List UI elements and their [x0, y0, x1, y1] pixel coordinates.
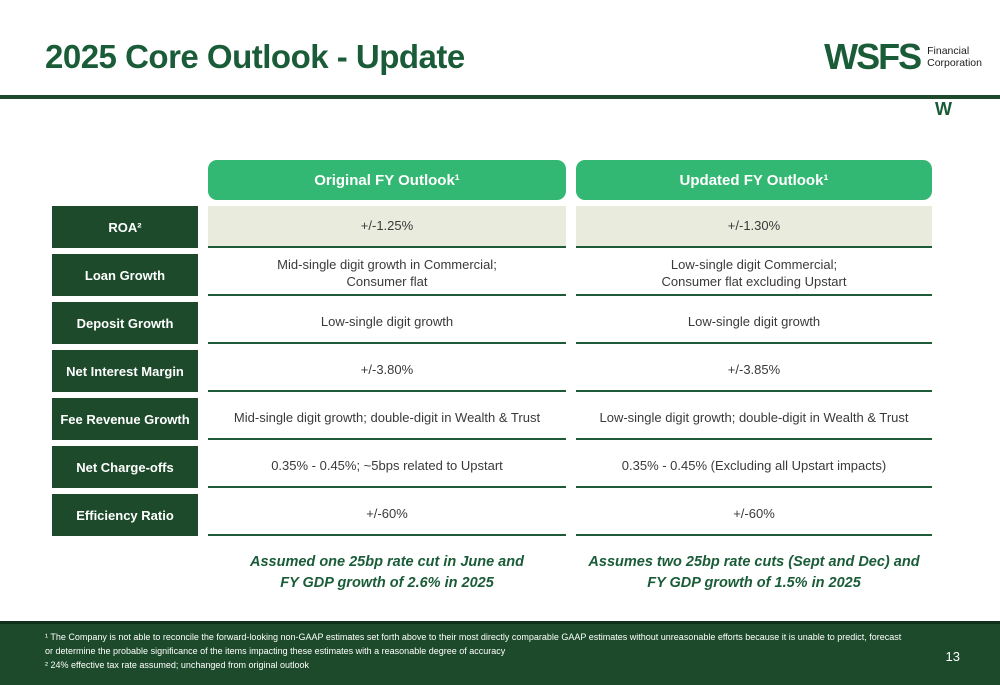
row-label-loan-growth: Loan Growth [52, 254, 198, 296]
table-corner [52, 160, 198, 200]
assumption-updated: Assumes two 25bp rate cuts (Sept and Dec… [588, 554, 920, 592]
cell-roa-original: +/-1.25% [208, 206, 566, 248]
logo-wordmark: WSFS [824, 36, 922, 77]
cell-fee-revenue-growth-updated: Low-single digit growth; double-digit in… [576, 398, 932, 440]
row-label-net-charge-offs: Net Charge-offs [52, 446, 198, 488]
outlook-table: Original FY Outlook¹ Updated FY Outlook¹… [52, 160, 932, 594]
footnote-2: ² 24% effective tax rate assumed; unchan… [45, 659, 309, 670]
assumptions-spacer [52, 542, 198, 594]
header-divider [0, 95, 1000, 99]
cell-net-charge-offs-updated: 0.35% - 0.45% (Excluding all Upstart imp… [576, 446, 932, 488]
row-label-fee-revenue-growth: Fee Revenue Growth [52, 398, 198, 440]
cell-loan-growth-original: Mid-single digit growth in Commercial; C… [208, 254, 566, 296]
logo-w-mark: W [935, 99, 952, 119]
cell-net-interest-margin-updated: +/-3.85% [576, 350, 932, 392]
row-label-net-interest-margin: Net Interest Margin [52, 350, 198, 392]
column-header-updated: Updated FY Outlook¹ [576, 160, 932, 200]
cell-roa-updated: +/-1.30% [576, 206, 932, 248]
footnote-1: ¹ The Company is not able to reconcile t… [45, 632, 902, 656]
logo-sub-line2: Corporation [927, 57, 982, 70]
cell-efficiency-ratio-updated: +/-60% [576, 494, 932, 536]
page-title: 2025 Core Outlook - Update [45, 38, 465, 75]
row-label-deposit-growth: Deposit Growth [52, 302, 198, 344]
logo-sub-line1: Financial [927, 45, 970, 57]
row-label-roa: ROA² [52, 206, 198, 248]
assumption-original: Assumed one 25bp rate cut in June and FY… [250, 554, 524, 592]
cell-net-interest-margin-original: +/-3.80% [208, 350, 566, 392]
logo-subtext: Financial Corporation [927, 40, 982, 69]
row-label-efficiency-ratio: Efficiency Ratio [52, 494, 198, 536]
cell-net-charge-offs-original: 0.35% - 0.45%; ~5bps related to Upstart [208, 446, 566, 488]
cell-deposit-growth-updated: Low-single digit growth [576, 302, 932, 344]
page-number: 13 [945, 649, 960, 664]
wsfs-logo: WSFS Financial Corporation [824, 36, 982, 77]
cell-deposit-growth-original: Low-single digit growth [208, 302, 566, 344]
cell-fee-revenue-growth-original: Mid-single digit growth; double-digit in… [208, 398, 566, 440]
cell-efficiency-ratio-original: +/-60% [208, 494, 566, 536]
cell-loan-growth-updated: Low-single digit Commercial; Consumer fl… [576, 254, 932, 296]
footer-bar: ¹ The Company is not able to reconcile t… [0, 621, 1000, 685]
column-header-original: Original FY Outlook¹ [208, 160, 566, 200]
